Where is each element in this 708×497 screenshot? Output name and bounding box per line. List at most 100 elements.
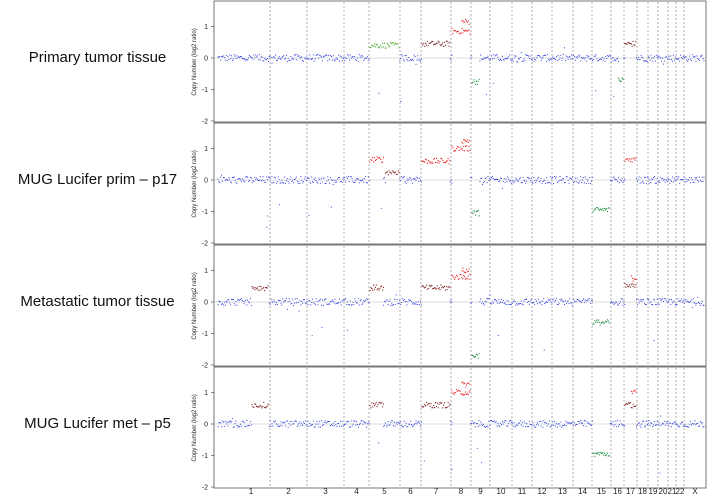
data-point — [403, 175, 405, 178]
data-point — [429, 285, 431, 288]
data-point — [542, 300, 544, 302]
data-point — [314, 58, 316, 60]
data-point — [464, 382, 466, 384]
data-point — [358, 54, 360, 56]
panel-label: MUG Lucifer met – p5 — [24, 415, 171, 432]
data-point — [455, 389, 458, 391]
data-point — [223, 177, 225, 179]
data-point — [456, 145, 458, 148]
data-point — [482, 184, 484, 186]
data-point — [254, 57, 256, 59]
data-point — [521, 303, 523, 305]
data-point — [269, 303, 271, 305]
data-point — [217, 56, 219, 58]
data-point — [242, 179, 244, 181]
data-point — [363, 181, 365, 183]
data-point — [409, 423, 411, 425]
data-point — [265, 181, 267, 183]
data-point — [226, 421, 228, 423]
data-point — [587, 180, 589, 182]
data-point — [583, 301, 585, 303]
data-point — [321, 425, 323, 427]
data-point — [434, 161, 437, 163]
data-point — [523, 179, 525, 181]
data-point — [420, 58, 422, 60]
data-point — [424, 287, 426, 289]
data-point — [447, 286, 449, 288]
data-point — [570, 302, 572, 304]
data-point — [595, 208, 597, 210]
data-point — [606, 58, 608, 60]
data-point — [298, 422, 300, 424]
data-point — [599, 451, 601, 453]
data-point — [265, 406, 267, 408]
data-point — [685, 298, 687, 300]
data-point — [497, 335, 499, 337]
data-point — [491, 301, 494, 303]
data-point — [359, 180, 361, 182]
data-point — [390, 304, 392, 306]
data-point — [495, 54, 497, 56]
data-point — [338, 54, 340, 56]
data-point — [389, 172, 391, 174]
data-point — [642, 180, 644, 182]
data-point — [576, 298, 578, 300]
data-point — [644, 426, 646, 428]
data-point — [594, 55, 596, 57]
data-point — [628, 286, 630, 288]
data-point — [357, 178, 359, 180]
data-point — [549, 176, 551, 178]
data-point — [658, 422, 660, 424]
data-point — [367, 301, 369, 303]
data-point — [382, 46, 385, 48]
data-point — [617, 180, 619, 182]
data-point — [316, 54, 318, 56]
data-point — [613, 425, 615, 427]
data-point — [455, 276, 457, 278]
data-point — [426, 288, 428, 290]
data-point — [643, 182, 645, 184]
data-point — [308, 177, 310, 179]
data-point — [546, 53, 548, 56]
data-point — [407, 301, 409, 303]
data-point — [520, 182, 522, 184]
data-point — [252, 406, 254, 408]
data-point — [315, 180, 317, 182]
data-point — [635, 279, 637, 281]
data-point — [351, 303, 353, 305]
data-point — [493, 420, 495, 422]
data-point — [540, 59, 542, 62]
data-point — [646, 424, 648, 426]
data-point — [440, 402, 442, 404]
data-point — [408, 299, 410, 301]
data-point — [532, 302, 534, 304]
chromosome-label: 15 — [597, 487, 606, 496]
data-point — [417, 177, 419, 179]
data-point — [278, 56, 280, 58]
data-point — [604, 452, 606, 454]
data-point — [624, 425, 626, 427]
data-point — [688, 179, 690, 181]
data-point — [569, 177, 571, 179]
data-point — [676, 304, 678, 306]
data-point — [361, 420, 363, 422]
data-point — [347, 54, 349, 56]
data-point — [237, 57, 239, 59]
data-point — [525, 298, 527, 301]
data-point — [680, 54, 682, 56]
data-point — [585, 425, 587, 428]
data-point — [656, 420, 658, 422]
data-point — [671, 176, 674, 178]
data-point — [248, 425, 251, 427]
data-point — [614, 302, 616, 304]
data-point — [503, 178, 505, 180]
data-point — [522, 304, 524, 306]
data-point — [335, 58, 337, 60]
data-point — [429, 162, 431, 164]
data-point — [588, 422, 590, 424]
data-point — [324, 420, 326, 422]
data-point — [641, 300, 643, 302]
data-point — [443, 404, 445, 406]
data-point — [529, 300, 531, 302]
data-point — [321, 60, 323, 62]
